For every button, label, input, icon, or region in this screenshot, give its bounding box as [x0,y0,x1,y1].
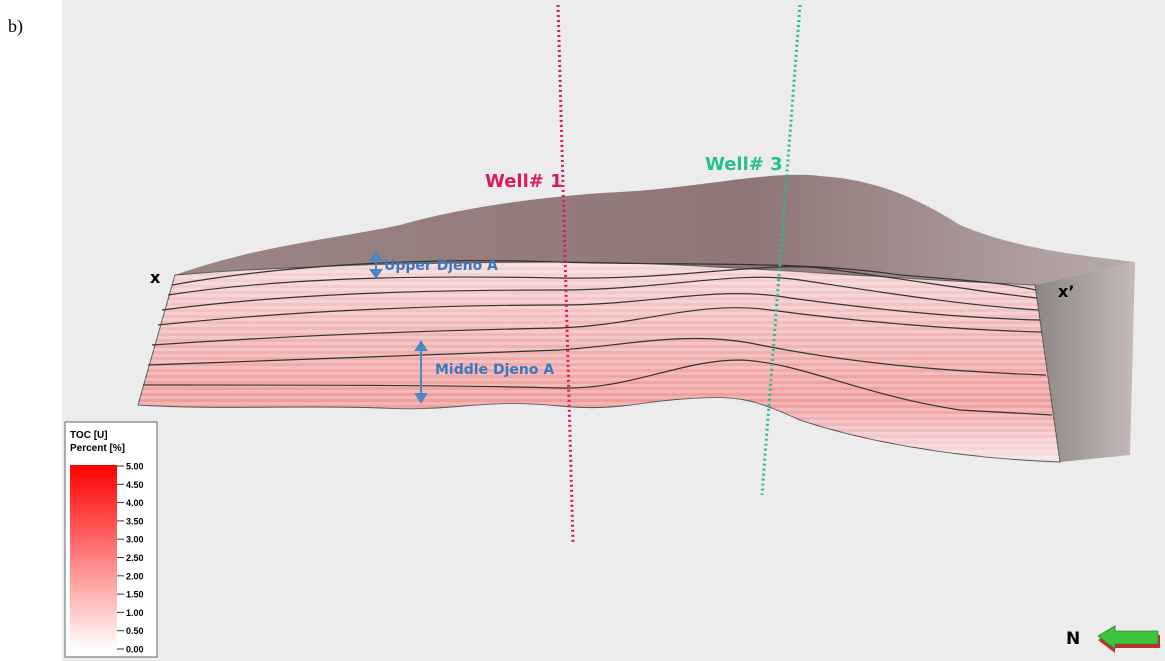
well-label: Well# 3 [705,154,783,175]
layer-texture [138,262,1060,462]
well-3-track [760,4,802,496]
compass-arrow [1097,625,1160,653]
legend-tick-label: 4.50 [126,480,144,490]
legend-tick-label: 2.00 [126,571,144,581]
legend-title: TOC [U] [70,430,108,441]
section-end: x [150,268,161,287]
section-end: x’ [1058,282,1074,301]
color-bar [70,465,117,650]
legend-tick-label: 2.50 [126,553,144,563]
legend-tick-label: 1.00 [126,608,144,618]
compass-label: N [1066,629,1080,649]
legend-ticks: 5.00 4.50 4.00 3.50 3.00 2.50 2.00 1.50 1.00 0.50… [117,462,144,655]
legend-tick-label: 4.00 [126,498,144,508]
legend-tick-label: 5.00 [126,462,144,472]
panel-label: b) [8,16,23,37]
legend-tick-label: 3.00 [126,535,144,545]
zone-label: Upper Djeno A [384,258,498,274]
top-surface [175,174,1135,285]
legend-tick-label: 1.50 [126,590,144,600]
legend-subtitle: Percent [%] [70,443,125,454]
legend-tick-label: 0.00 [126,645,144,655]
zone-label: Middle Djeno A [435,362,554,378]
side-face [1035,262,1135,462]
legend-tick-label: 3.50 [126,516,144,526]
zone-arrows [369,251,428,404]
horizons [142,260,1053,416]
well-label: Well# 1 [485,171,563,192]
legend-tick-label: 0.50 [126,626,144,636]
